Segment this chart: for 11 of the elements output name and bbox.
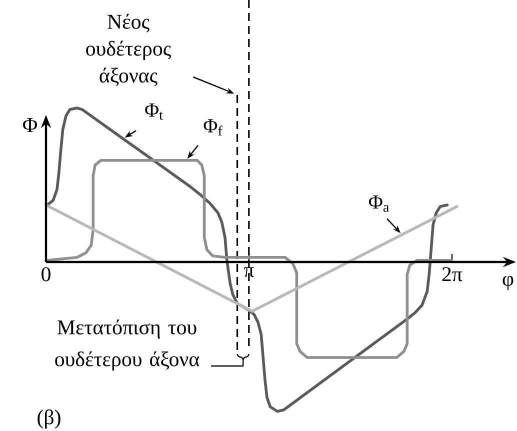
series-label: Φ$_{t}$ [145, 104, 163, 120]
x-tick-label: 0 [42, 267, 50, 282]
x-tick-label: π [244, 267, 254, 278]
series-label: Φ$_{a}$ [368, 196, 389, 212]
annotation: Μετατόπιση του ουδέτερου άξονα [55, 319, 200, 371]
ref-line-label: Νέος ουδέτερος άξονας [86, 14, 171, 86]
series-label: Φ$_{f}$ [204, 119, 222, 136]
x-axis-title: φ [502, 276, 514, 290]
annotation: (β) [38, 409, 60, 429]
y-axis-title: Φ [22, 118, 38, 132]
x-tick-label: 2π [442, 267, 462, 282]
